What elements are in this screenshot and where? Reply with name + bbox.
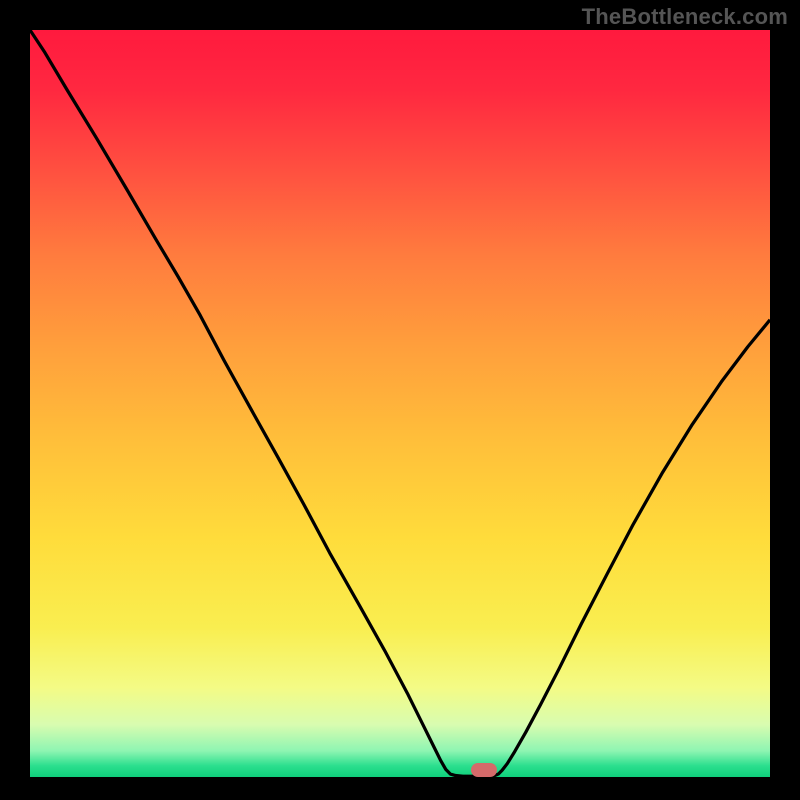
- bottleneck-curve: [30, 30, 770, 777]
- optimal-point-marker: [471, 763, 497, 777]
- gradient-plot-area: [30, 30, 770, 777]
- figure-root: TheBottleneck.com: [0, 0, 800, 800]
- watermark-text: TheBottleneck.com: [582, 4, 788, 30]
